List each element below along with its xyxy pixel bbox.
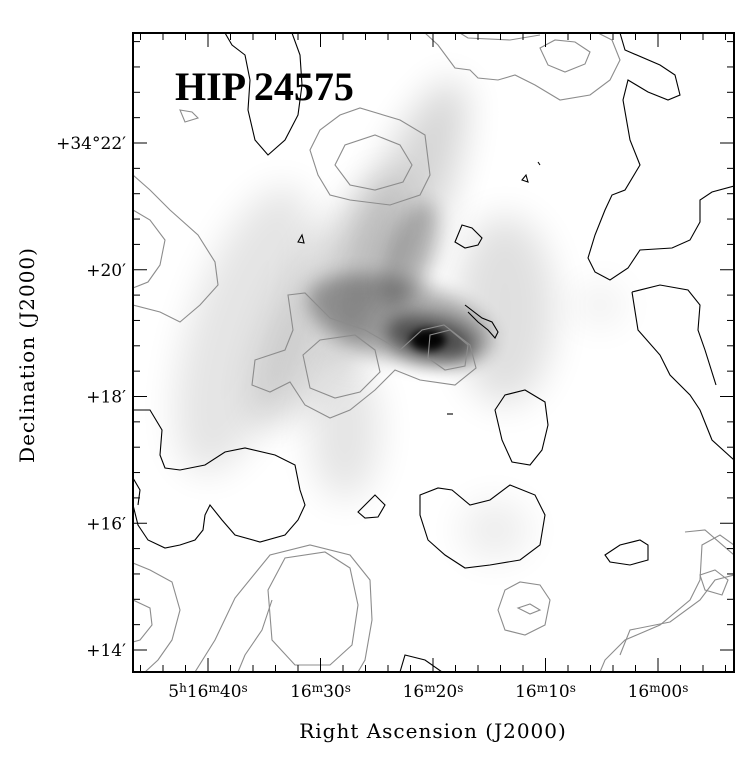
chart-title: HIP 24575 xyxy=(175,64,354,109)
greyscale-image xyxy=(175,80,625,560)
x-tick-label: 16m10s xyxy=(515,681,576,702)
grey-contour xyxy=(539,39,591,73)
grey-contour xyxy=(699,569,729,596)
grey-contour xyxy=(133,562,181,672)
y-tick-marks xyxy=(133,41,734,651)
black-contour xyxy=(454,224,483,249)
diffuse-emission-far-right-patch xyxy=(575,283,625,327)
diffuse-emission-bottom-patch xyxy=(460,500,530,560)
grey-contour xyxy=(179,109,200,123)
black-contour xyxy=(357,494,386,519)
diffuse-emission-left-lobe xyxy=(175,186,315,474)
black-contour xyxy=(587,33,734,281)
y-tick-label: +18′ xyxy=(86,388,126,408)
grey-contour xyxy=(267,551,359,666)
y-tick-labels: +34°22′ +20′ +18′ +16′ +14′ xyxy=(56,134,126,661)
x-tick-labels: 5h16m40s 16m30s 16m20s 16m10s 16m00s xyxy=(168,681,688,702)
grey-contour xyxy=(309,107,431,206)
black-contour xyxy=(631,284,717,386)
y-tick-label: +34°22′ xyxy=(56,134,126,154)
black-contour xyxy=(133,477,141,506)
black-contours xyxy=(133,33,734,672)
x-tick-label: 16m00s xyxy=(628,681,689,702)
black-contour xyxy=(521,173,529,183)
black-contour xyxy=(537,161,541,166)
grey-contours xyxy=(133,33,734,672)
y-tick-label: +20′ xyxy=(86,261,126,281)
x-tick-marks xyxy=(140,33,726,672)
emission-upper-knot xyxy=(382,202,438,308)
grey-contour xyxy=(237,599,273,672)
grey-contour xyxy=(516,603,542,615)
black-contour xyxy=(419,484,546,569)
x-tick-label: 16m20s xyxy=(403,681,464,702)
plot-frame xyxy=(132,32,735,673)
grey-contour xyxy=(497,581,551,636)
black-contour xyxy=(297,233,305,244)
y-axis-title: Declination (J2000) xyxy=(15,247,39,463)
grey-contour xyxy=(251,292,477,419)
x-tick-label: 5h16m40s xyxy=(168,681,247,702)
grey-contour xyxy=(302,334,381,399)
grey-contour xyxy=(619,574,734,656)
y-tick-label: +14′ xyxy=(86,641,126,661)
black-contour xyxy=(224,33,303,156)
grey-contour xyxy=(133,174,219,323)
black-contour xyxy=(494,389,549,466)
grey-contour xyxy=(427,329,469,371)
black-contour xyxy=(464,304,499,339)
y-tick-label: +16′ xyxy=(86,514,126,534)
grey-contour xyxy=(459,33,541,41)
grey-contour xyxy=(334,134,413,191)
x-tick-label: 16m30s xyxy=(290,681,351,702)
black-contour xyxy=(631,291,734,461)
grey-contour xyxy=(684,529,734,556)
grey-contour xyxy=(133,599,153,643)
black-contour xyxy=(133,409,306,549)
grey-contour xyxy=(133,209,166,289)
x-axis-title: Right Ascension (J2000) xyxy=(299,719,567,743)
diffuse-emission-lower-tail xyxy=(310,360,380,500)
grey-contour xyxy=(194,544,373,672)
black-contour xyxy=(604,539,649,566)
grey-contour xyxy=(424,33,621,101)
emission-peak xyxy=(410,329,446,351)
